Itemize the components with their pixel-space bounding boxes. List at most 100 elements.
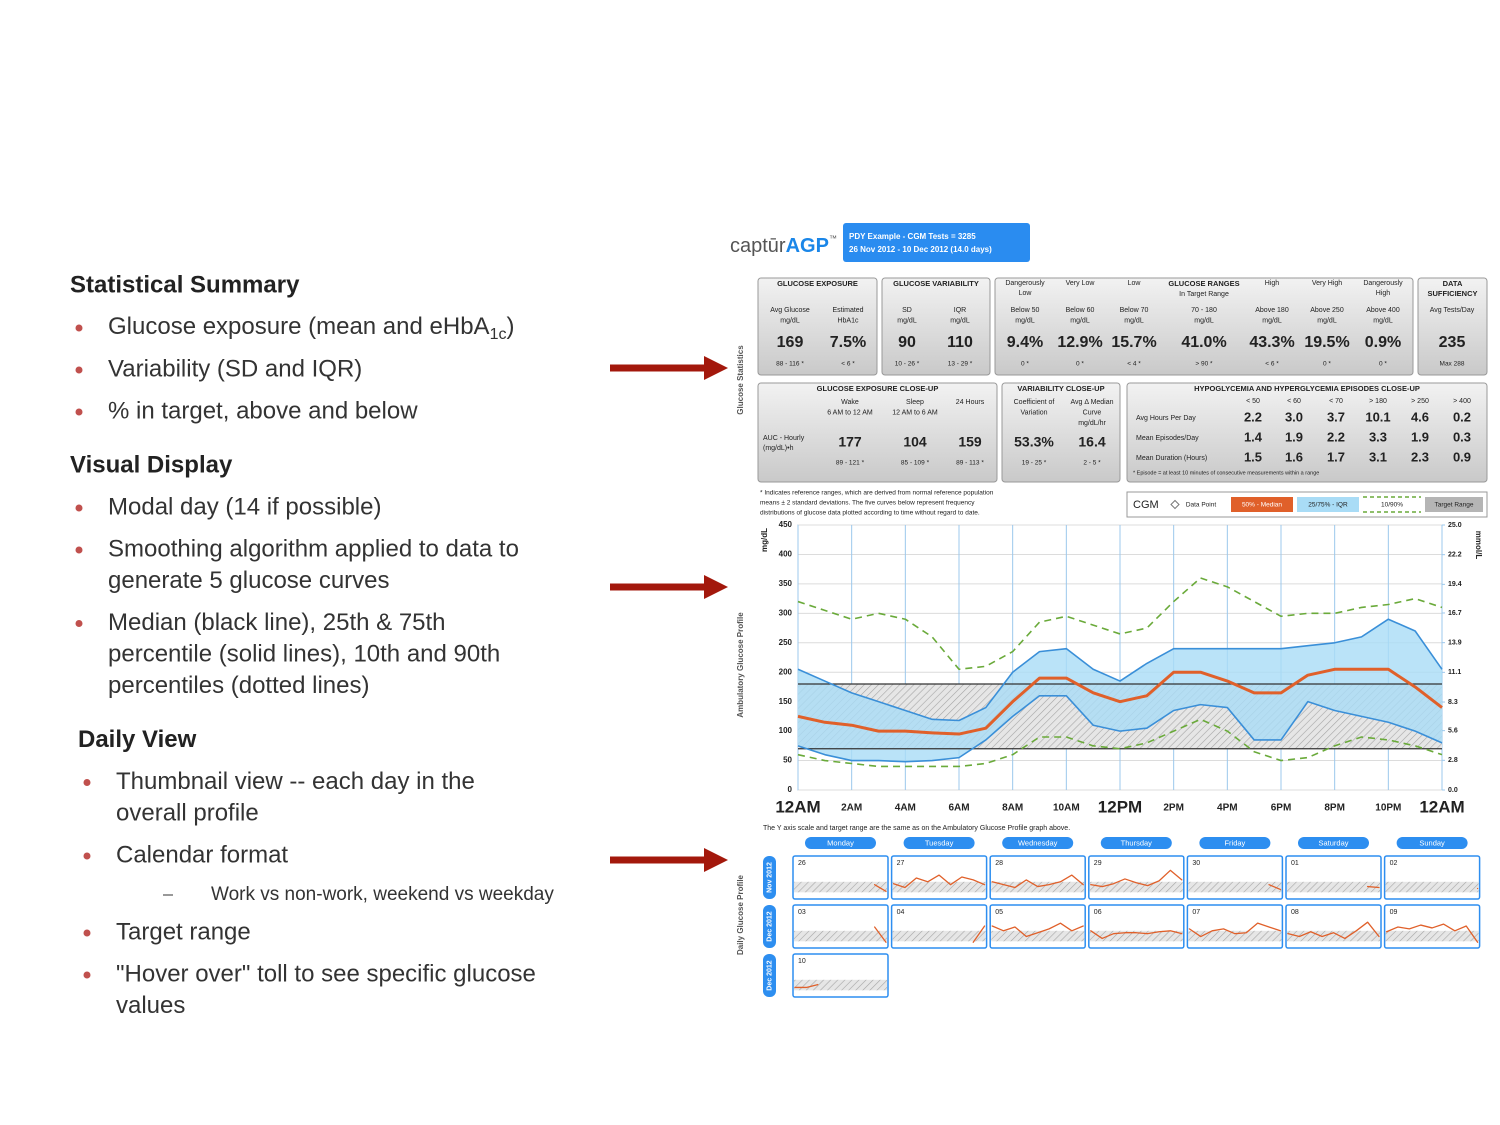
y-tick-label: 400 xyxy=(779,550,793,559)
day-thumbnail xyxy=(1088,855,1185,900)
stat-value: 3.1 xyxy=(1369,449,1387,464)
weekday-label: Monday xyxy=(827,838,854,847)
stat-value: 235 xyxy=(1439,334,1466,351)
legend-swatch xyxy=(1297,497,1359,512)
stat-box xyxy=(757,382,998,483)
stat-value: 159 xyxy=(958,434,982,450)
legend-swatch xyxy=(1163,497,1225,512)
day-thumbnail xyxy=(1186,855,1284,900)
thumbnail-target-band xyxy=(1188,930,1282,942)
reference-range: 10 - 26 * xyxy=(895,361,920,368)
x-tick-label: 8AM xyxy=(1002,803,1023,814)
x-tick-label: 8PM xyxy=(1324,803,1345,814)
x-tick-label: 10PM xyxy=(1375,803,1401,814)
logo-text: captūr xyxy=(730,235,786,257)
weekday-pill xyxy=(805,837,876,849)
thumbnail-target-band xyxy=(1089,881,1183,893)
bullet-text: % in target, above and below xyxy=(108,397,418,424)
bullet-text: Glucose exposure (mean and eHbA1c) xyxy=(108,313,514,343)
day-curve xyxy=(873,884,887,893)
row-label: Avg Hours Per Day xyxy=(1136,415,1196,422)
stat-value: 0.3 xyxy=(1453,429,1471,444)
weekday-label: Tuesday xyxy=(925,838,954,847)
stat-value: 2.3 xyxy=(1411,449,1429,464)
column-label: > 400 xyxy=(1453,398,1471,405)
x-tick-label: 6AM xyxy=(948,803,969,814)
bullet xyxy=(75,408,83,416)
column-label: 70 - 180 xyxy=(1191,307,1217,314)
stat-box xyxy=(1126,382,1488,483)
stat-value: 7.5% xyxy=(830,334,866,351)
stat-value: 9.4% xyxy=(1007,334,1043,351)
weekday-label: Wednesday xyxy=(1018,838,1058,847)
column-top: High xyxy=(1265,280,1280,287)
reference-range: < 6 * xyxy=(841,361,855,368)
y2-tick-label: 2.8 xyxy=(1448,757,1458,764)
reference-range: 88 - 116 * xyxy=(776,361,804,368)
column-label: Below 60 xyxy=(1066,307,1095,314)
y-tick-label: 0 xyxy=(788,785,793,794)
box-title: DATA xyxy=(1443,279,1463,288)
reference-range: 13 - 29 * xyxy=(948,361,973,368)
bullet xyxy=(75,366,83,374)
y-tick-label: 50 xyxy=(783,756,792,765)
column-label: 12 AM to 6 AM xyxy=(892,409,938,416)
legend-label: 10/90% xyxy=(1381,502,1403,509)
thumbnail-target-band xyxy=(1287,930,1380,942)
column-label: Curve xyxy=(1083,409,1102,416)
day-date: 08 xyxy=(1291,909,1299,916)
bullet xyxy=(75,324,83,332)
stat-value: 0.9 xyxy=(1453,449,1471,464)
legend-title: CGM xyxy=(1133,499,1159,511)
day-date: 29 xyxy=(1094,860,1102,867)
column-label: Above 180 xyxy=(1255,307,1289,314)
section-heading: Statistical Summary xyxy=(70,271,300,298)
column-top: Very High xyxy=(1312,280,1342,287)
stat-value: 16.4 xyxy=(1078,434,1105,450)
footnote: * Episode = at least 10 minutes of conse… xyxy=(1133,470,1319,476)
percentile-line xyxy=(797,667,1443,736)
stat-value: 43.3% xyxy=(1249,334,1294,351)
weekday-pill xyxy=(903,837,975,849)
stat-value: 19.5% xyxy=(1304,334,1349,351)
day-curve xyxy=(794,983,819,989)
stat-value: 1.9 xyxy=(1285,429,1303,444)
month-label: Dec 2012 xyxy=(766,911,773,941)
column-top: Dangerously xyxy=(1363,280,1403,287)
day-date: 06 xyxy=(1094,909,1102,916)
day-curve xyxy=(1188,922,1282,938)
bullet-text: percentile (solid lines), 10th and 90th xyxy=(108,640,500,667)
column-top: High xyxy=(1376,290,1391,297)
y-tick-label: 150 xyxy=(779,697,793,706)
arrow-head xyxy=(704,575,728,599)
box-title: VARIABILITY CLOSE-UP xyxy=(1017,384,1104,393)
stat-value: 90 xyxy=(898,334,916,351)
reference-range: 0 * xyxy=(1021,361,1029,368)
bullet-text: Calendar format xyxy=(116,841,288,868)
column-label: HbA1c xyxy=(837,317,859,324)
day-curve xyxy=(1090,930,1183,940)
thumbnail-target-band xyxy=(1385,881,1479,893)
column-top: In Target Range xyxy=(1179,291,1229,298)
column-label: mg/dL xyxy=(1015,317,1035,324)
bullet xyxy=(75,504,83,512)
legend-swatch xyxy=(1363,497,1421,512)
day-curve xyxy=(1366,885,1380,889)
note: distributions of glucose data plotted ac… xyxy=(760,510,980,517)
y-tick-label: 300 xyxy=(779,608,793,617)
x-tick-label: 2PM xyxy=(1163,803,1184,814)
weekday-label: Sunday xyxy=(1419,838,1445,847)
bullet-text: Thumbnail view -- each day in the xyxy=(116,768,475,795)
bullet-text-part: ) xyxy=(506,313,514,340)
y2-tick-label: 0.0 xyxy=(1448,787,1458,794)
x-tick-label: 12AM xyxy=(1419,797,1464,816)
stat-value: 0.9% xyxy=(1365,334,1401,351)
column-label: Sleep xyxy=(906,399,924,406)
column-label: mg/dL xyxy=(1373,317,1393,324)
month-pill xyxy=(763,905,776,948)
stat-value: 1.5 xyxy=(1244,449,1262,464)
note: * Indicates reference ranges, which are … xyxy=(760,490,994,497)
bullet xyxy=(83,852,91,860)
weekday-label: Saturday xyxy=(1318,838,1348,847)
column-label: mg/dL xyxy=(1262,317,1282,324)
